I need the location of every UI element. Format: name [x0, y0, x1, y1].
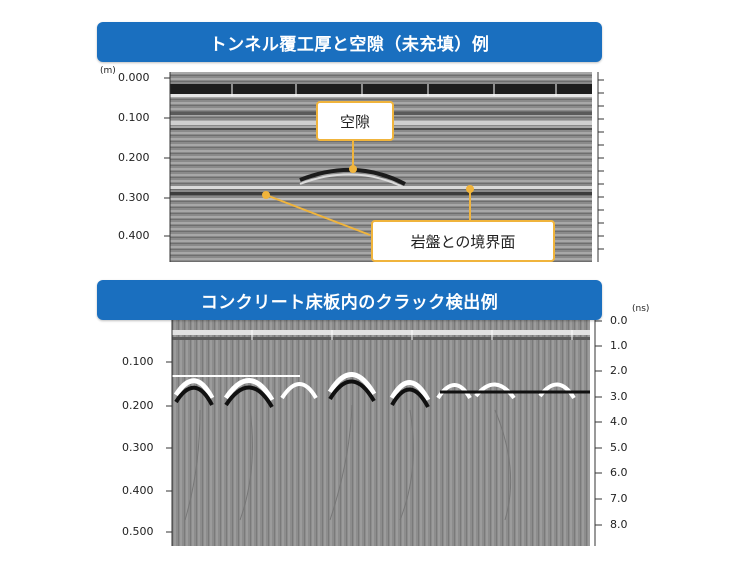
bottom-right-tick: 3.0 — [610, 390, 628, 403]
bottom-right-tick: 5.0 — [610, 441, 628, 454]
bottom-y-tick: 0.100 — [122, 355, 154, 368]
top-y-tick: 0.400 — [118, 229, 150, 242]
bottom-right-tick: 8.0 — [610, 518, 628, 531]
bottom-y-tick: 0.400 — [122, 484, 154, 497]
callout-leaders — [262, 140, 474, 236]
top-y-tick: 0.100 — [118, 111, 150, 124]
bottom-y-tick: 0.500 — [122, 525, 154, 538]
top-right-ticks — [598, 79, 604, 250]
top-y-tick: 0.200 — [118, 151, 150, 164]
bottom-right-ticks — [595, 320, 602, 526]
bottom-right-tick: 0.0 — [610, 314, 628, 327]
bottom-right-tick: 6.0 — [610, 466, 628, 479]
bottom-right-tick: 1.0 — [610, 339, 628, 352]
bottom-panel-title: コンクリート床板内のクラック検出例 — [97, 280, 602, 320]
bottom-y-tick: 0.300 — [122, 441, 154, 454]
bottom-right-tick: 2.0 — [610, 364, 628, 377]
top-y-tick: 0.300 — [118, 191, 150, 204]
bottom-y-tick: 0.200 — [122, 399, 154, 412]
bottom-right-tick: 7.0 — [610, 492, 628, 505]
bottom-right-tick: 4.0 — [610, 415, 628, 428]
bottom-radargram — [172, 318, 590, 546]
bottom-right-unit: (ns) — [632, 304, 650, 314]
top-y-tick: 0.000 — [118, 71, 150, 84]
top-panel-title: トンネル覆工厚と空隙（未充填）例 — [97, 22, 602, 62]
bottom-left-ticks — [166, 361, 172, 533]
top-y-unit: (m) — [100, 66, 116, 76]
callout-rock-boundary: 岩盤との境界面 — [371, 220, 555, 262]
top-left-ticks — [164, 77, 170, 237]
callout-void: 空隙 — [316, 101, 394, 141]
